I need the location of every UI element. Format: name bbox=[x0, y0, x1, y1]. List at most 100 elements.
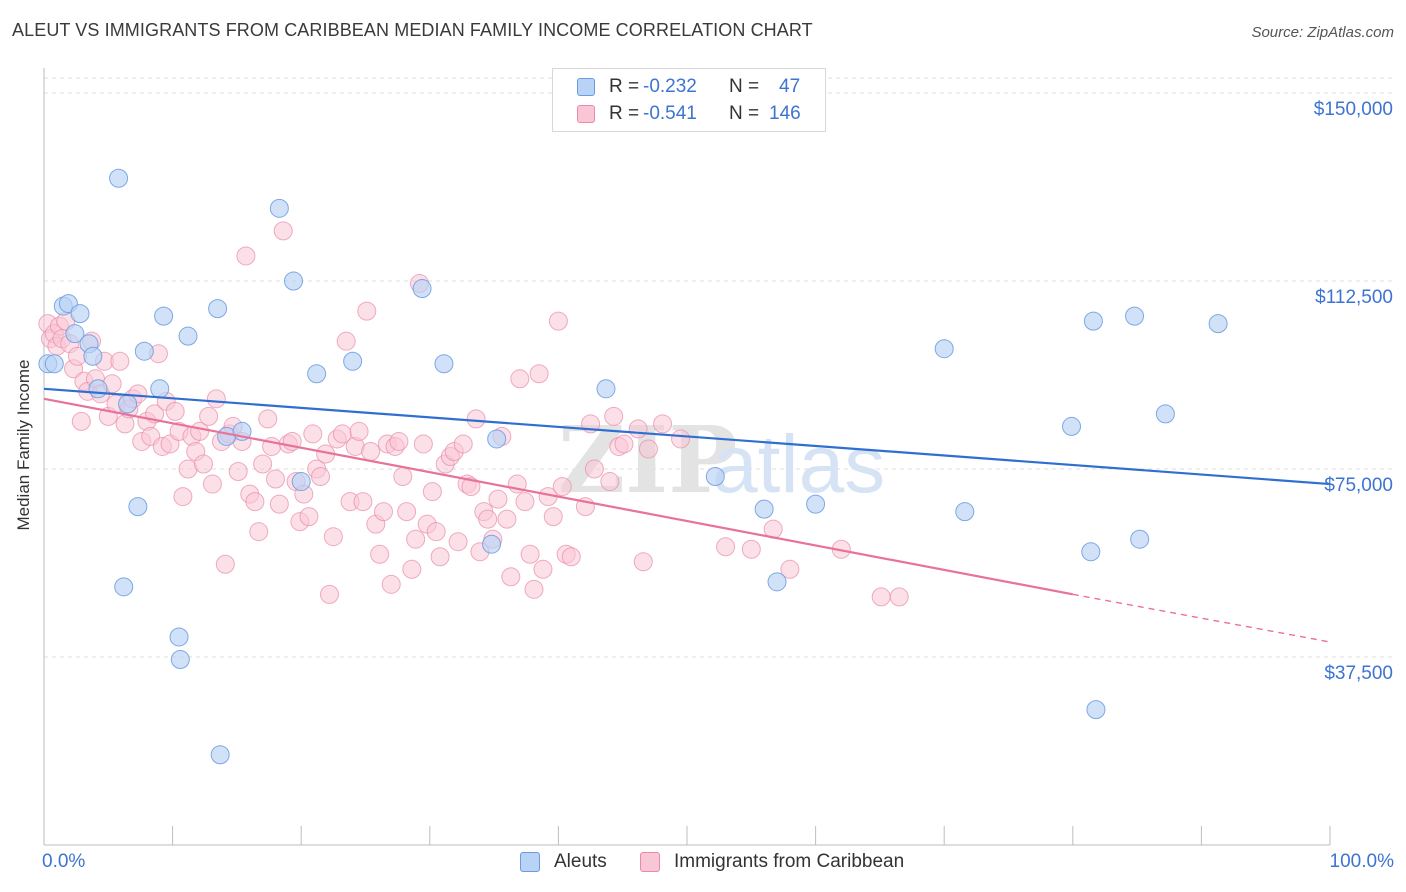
aleut-points bbox=[38, 168, 1228, 765]
caribbean-point bbox=[741, 539, 761, 559]
legend-r-value: -0.232 bbox=[643, 76, 697, 97]
caribbean-point bbox=[393, 467, 413, 487]
caribbean-point bbox=[604, 406, 624, 426]
y-tick-label: $37,500 bbox=[1324, 663, 1393, 684]
aleut-point bbox=[955, 502, 975, 522]
legend-n-value: 47 bbox=[779, 76, 801, 97]
axes bbox=[43, 68, 1331, 846]
aleut-point bbox=[178, 326, 198, 346]
aleut-point bbox=[487, 429, 507, 449]
caribbean-point bbox=[258, 409, 278, 429]
aleut-point bbox=[150, 379, 170, 399]
caribbean-point bbox=[453, 434, 473, 454]
y-axis-title: Median Family Income bbox=[14, 274, 34, 530]
aleut-point bbox=[169, 627, 189, 647]
aleut-point bbox=[1062, 416, 1082, 436]
caribbean-point bbox=[397, 502, 417, 522]
caribbean-point bbox=[488, 489, 508, 509]
caribbean-point bbox=[389, 431, 409, 451]
aleut-point bbox=[118, 394, 138, 414]
caribbean-point bbox=[448, 532, 468, 552]
aleut-point bbox=[343, 351, 363, 371]
caribbean-point bbox=[215, 554, 235, 574]
correlation-legend: R = -0.232 N = 47 R = -0.541 N = 146 bbox=[552, 68, 826, 132]
caribbean-point bbox=[529, 364, 549, 384]
aleut-point bbox=[767, 572, 787, 592]
aleut-point bbox=[128, 497, 148, 517]
gridlines bbox=[44, 77, 1395, 658]
aleut-point bbox=[134, 341, 154, 361]
caribbean-point bbox=[653, 414, 673, 434]
caribbean-point bbox=[71, 411, 91, 431]
legend-n-label: N = bbox=[729, 103, 760, 124]
caribbean-point bbox=[303, 424, 323, 444]
caribbean-trend-line bbox=[43, 397, 1074, 596]
caribbean-point bbox=[269, 494, 289, 514]
aleut-point bbox=[65, 324, 85, 344]
y-tick-label: $75,000 bbox=[1324, 475, 1393, 496]
caribbean-point bbox=[413, 434, 433, 454]
aleut-trend-line bbox=[43, 387, 1331, 486]
trend-lines bbox=[43, 387, 1331, 643]
caribbean-point bbox=[336, 331, 356, 351]
caribbean-point bbox=[173, 487, 193, 507]
caribbean-point bbox=[370, 544, 390, 564]
caribbean-point bbox=[374, 502, 394, 522]
aleut-point bbox=[283, 271, 303, 291]
caribbean-point bbox=[193, 454, 213, 474]
aleut-point bbox=[208, 299, 228, 319]
caribbean-point bbox=[206, 389, 226, 409]
y-tick-label: $150,000 bbox=[1314, 99, 1393, 120]
watermark-atlas: atlas bbox=[712, 419, 885, 510]
caribbean-point bbox=[614, 434, 634, 454]
caribbean-trend-extension bbox=[1072, 593, 1331, 643]
caribbean-point bbox=[430, 547, 450, 567]
caribbean-point bbox=[253, 454, 273, 474]
watermark: ZIP atlas bbox=[558, 406, 885, 514]
aleut-point bbox=[596, 379, 616, 399]
series-label-caribbean: Immigrants from Caribbean bbox=[674, 851, 905, 872]
legend-swatch-aleuts bbox=[577, 78, 595, 96]
aleut-point bbox=[210, 745, 230, 765]
caribbean-point bbox=[600, 472, 620, 492]
caribbean-points bbox=[38, 221, 909, 607]
legend-r-value: -0.541 bbox=[643, 103, 697, 124]
aleut-point bbox=[434, 354, 454, 374]
aleut-point bbox=[1208, 314, 1228, 334]
caribbean-point bbox=[273, 221, 293, 241]
caribbean-point bbox=[543, 507, 563, 527]
caribbean-point bbox=[361, 441, 381, 461]
caribbean-point bbox=[889, 587, 909, 607]
caribbean-point bbox=[426, 522, 446, 542]
caribbean-point bbox=[638, 439, 658, 459]
source-label: Source: ZipAtlas.com bbox=[1251, 24, 1394, 41]
aleut-point bbox=[83, 346, 103, 366]
caribbean-point bbox=[236, 246, 256, 266]
y-tick-label: $112,500 bbox=[1315, 287, 1393, 308]
caribbean-point bbox=[245, 492, 265, 512]
caribbean-point bbox=[422, 482, 442, 502]
caribbean-point bbox=[520, 544, 540, 564]
caribbean-point bbox=[633, 552, 653, 572]
caribbean-point bbox=[349, 421, 369, 441]
aleut-point bbox=[705, 467, 725, 487]
caribbean-point bbox=[466, 409, 486, 429]
caribbean-point bbox=[165, 401, 185, 421]
series-legend: Aleuts Immigrants from Caribbean bbox=[0, 851, 1406, 877]
series-swatch-aleuts bbox=[520, 852, 540, 872]
aleut-point bbox=[1155, 404, 1175, 424]
y-tick-labels: $37,500 $75,000 $112,500 $150,000 bbox=[1314, 99, 1393, 684]
caribbean-point bbox=[671, 429, 691, 449]
chart-title: ALEUT VS IMMIGRANTS FROM CARIBBEAN MEDIA… bbox=[12, 20, 813, 40]
aleut-point bbox=[412, 279, 432, 299]
legend-r-label: R = bbox=[609, 76, 640, 97]
caribbean-point bbox=[561, 547, 581, 567]
caribbean-point bbox=[353, 492, 373, 512]
caribbean-point bbox=[265, 469, 285, 489]
caribbean-point bbox=[202, 474, 222, 494]
caribbean-point bbox=[716, 537, 736, 557]
aleut-point bbox=[109, 168, 129, 188]
caribbean-point bbox=[249, 522, 269, 542]
caribbean-point bbox=[402, 559, 422, 579]
aleut-point bbox=[44, 354, 64, 374]
